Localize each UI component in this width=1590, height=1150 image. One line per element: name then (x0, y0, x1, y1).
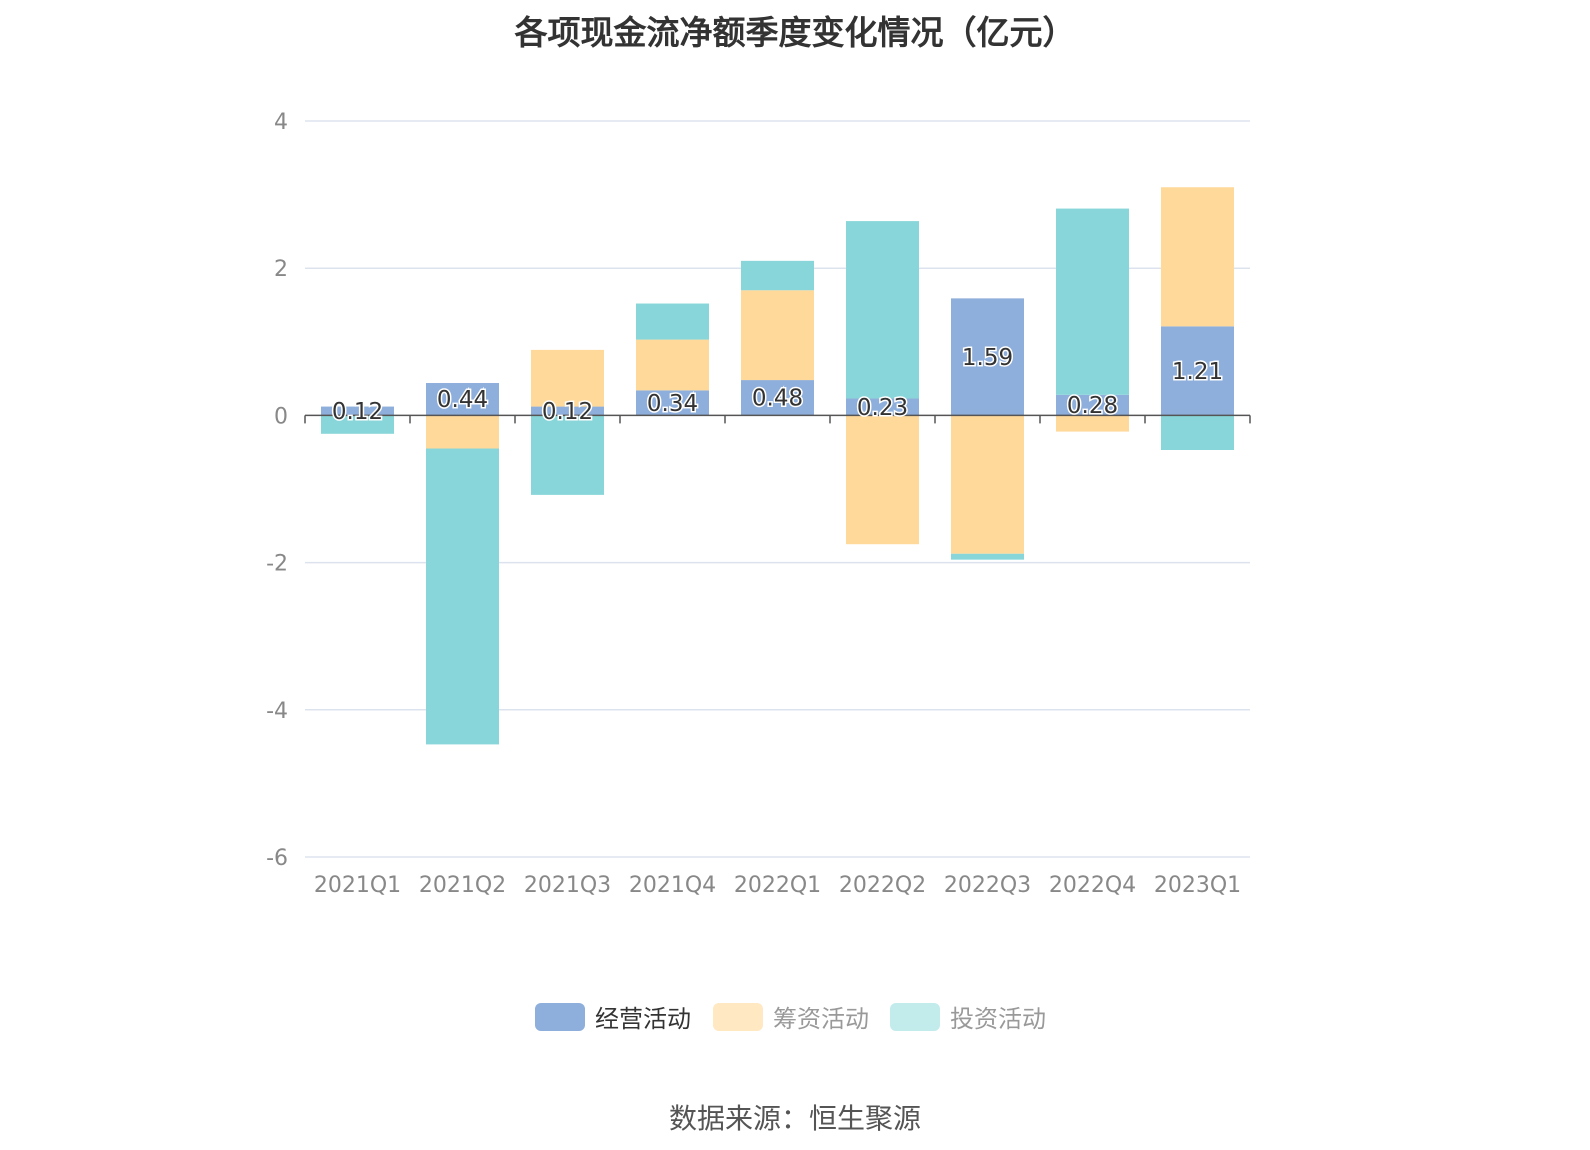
bar-operating (531, 406, 604, 416)
bar-operating (1161, 326, 1234, 416)
y-tick-label: -6 (266, 846, 288, 871)
bar-financing (846, 415, 919, 545)
bar-operating (321, 406, 394, 416)
bar-operating (1056, 394, 1129, 416)
bar-operating (846, 398, 919, 416)
data-label: 0.34 (647, 391, 698, 417)
bars (321, 187, 1234, 745)
data-label: 0.12 (332, 399, 383, 425)
bar-operating (426, 383, 499, 416)
y-axis-tick-labels: 4 2 0 -2 -4 -6 (266, 110, 288, 871)
bar-investing (426, 448, 499, 745)
bar-operating (636, 390, 709, 416)
x-tick-label: 2022Q2 (839, 873, 926, 898)
x-tick-label: 2021Q2 (419, 873, 506, 898)
x-tick-label: 2021Q1 (314, 873, 401, 898)
data-source-note: 数据来源：恒生聚源 (668, 1102, 921, 1135)
bar-investing (636, 303, 709, 340)
x-axis-tick-labels: 2021Q1 2021Q2 2021Q3 2021Q4 2022Q1 2022Q2 2022… (314, 873, 1241, 898)
bar-financing (636, 339, 709, 391)
data-label: 0.44 (437, 387, 488, 413)
y-tick-label: -4 (266, 699, 288, 724)
data-label: 0.28 (1067, 393, 1118, 419)
bar-operating (951, 298, 1024, 416)
legend-label: 筹资活动 (773, 1005, 869, 1033)
legend-item-financing[interactable]: 筹资活动 (713, 999, 869, 1034)
bar-investing (846, 221, 919, 399)
bar-financing (426, 415, 499, 449)
y-tick-label: 0 (274, 404, 288, 429)
legend-swatch (713, 1002, 763, 1031)
y-tick-label: 4 (274, 110, 288, 135)
bar-operating (741, 380, 814, 416)
data-label: 0.12 (542, 399, 593, 425)
bar-financing (1161, 187, 1234, 327)
x-tick-label: 2022Q1 (734, 873, 821, 898)
bar-financing (531, 349, 604, 407)
legend-label: 经营活动 (595, 1005, 691, 1033)
x-tick-label: 2023Q1 (1154, 873, 1241, 898)
legend-swatch (535, 1002, 585, 1031)
bar-investing (951, 553, 1024, 560)
data-label: 1.59 (962, 345, 1013, 371)
bar-investing (1161, 415, 1234, 450)
legend-label: 投资活动 (950, 1005, 1046, 1033)
chart-title: 各项现金流净额季度变化情况（亿元） (514, 13, 1076, 52)
data-label: 0.23 (857, 395, 908, 421)
legend-item-investing[interactable]: 投资活动 (890, 999, 1046, 1034)
x-tick-label: 2022Q4 (1049, 873, 1136, 898)
y-tick-label: -2 (266, 552, 288, 577)
y-tick-label: 2 (274, 257, 288, 282)
bar-investing (321, 415, 394, 434)
x-tick-label: 2021Q4 (629, 873, 716, 898)
bar-financing (1056, 415, 1129, 432)
legend-swatch (890, 1002, 940, 1031)
data-label: 0.48 (752, 386, 803, 412)
bar-investing (741, 260, 814, 291)
data-label: 1.21 (1172, 359, 1223, 385)
bar-investing (531, 415, 604, 495)
bar-financing (741, 290, 814, 381)
x-tick-label: 2021Q3 (524, 873, 611, 898)
x-tick-label: 2022Q3 (944, 873, 1031, 898)
data-labels: 0.12 0.44 0.12 0.34 0.48 0.23 1.59 0.28 1.21 (330, 343, 1224, 426)
bar-financing (951, 415, 1024, 554)
legend-item-operating[interactable]: 经营活动 (535, 999, 691, 1034)
zero-axis (304, 414, 1251, 424)
bar-investing (1056, 208, 1129, 395)
